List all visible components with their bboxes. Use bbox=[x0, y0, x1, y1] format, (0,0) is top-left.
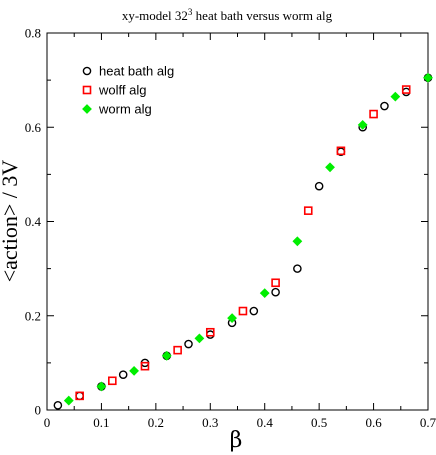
x-axis-label: β bbox=[230, 428, 243, 453]
legend-label-wolff-alg: wolff alg bbox=[98, 83, 146, 98]
data-point-worm-alg bbox=[63, 395, 74, 406]
series-heat-bath-alg bbox=[53, 73, 433, 410]
plot-axes: 0 0.1 0.2 0.3 0.4 0.5 0.6 0.7 0 0.2 0.4 0.6 0.8 bbox=[25, 26, 436, 431]
data-point-wolff-alg bbox=[108, 376, 117, 386]
data-point-wolff-alg bbox=[173, 345, 182, 355]
chart-title-suffix: heat bath versus worm alg bbox=[192, 8, 332, 23]
data-point-worm-alg bbox=[227, 313, 237, 324]
x-tick-label: 0.4 bbox=[257, 415, 274, 430]
data-point-wolff-alg bbox=[140, 361, 150, 371]
data-point-worm-alg bbox=[390, 91, 401, 102]
data-point-wolff-alg bbox=[303, 206, 313, 215]
y-axis-label: <action> / 3V bbox=[0, 160, 22, 283]
data-point-worm-alg bbox=[161, 350, 172, 361]
y-tick-label: 0.4 bbox=[25, 214, 42, 229]
legend: heat bath alg wolff alg worm alg bbox=[69, 57, 196, 121]
x-tick-label: 0 bbox=[44, 415, 51, 430]
data-point-heat-bath-alg bbox=[401, 87, 411, 97]
data-point-worm-alg bbox=[325, 162, 335, 173]
data-point-heat-bath-alg bbox=[293, 264, 302, 273]
data-point-worm-alg bbox=[129, 365, 139, 376]
data-point-wolff-alg bbox=[271, 278, 280, 288]
x-tick-label: 0.7 bbox=[420, 415, 436, 430]
data-point-worm-alg bbox=[357, 119, 368, 130]
data-point-worm-alg bbox=[292, 236, 303, 247]
chart-title: xy-model 323 heat bath versus worm alg bbox=[122, 7, 333, 23]
y-tick-label: 0.8 bbox=[25, 26, 41, 41]
data-point-heat-bath-alg bbox=[205, 330, 215, 339]
legend-marker-worm-alg bbox=[82, 104, 92, 114]
data-point-worm-alg bbox=[423, 72, 433, 83]
data-point-heat-bath-alg bbox=[314, 181, 324, 191]
x-tick-label: 0.3 bbox=[202, 415, 218, 430]
data-point-heat-bath-alg bbox=[380, 101, 389, 111]
legend-label-heat-bath-alg: heat bath alg bbox=[99, 64, 174, 79]
y-tick-label: 0 bbox=[35, 403, 42, 418]
legend-label-worm-alg: worm alg bbox=[98, 102, 152, 117]
data-marks bbox=[53, 72, 433, 410]
data-point-heat-bath-alg bbox=[249, 306, 259, 316]
x-tick-label: 0.2 bbox=[148, 415, 164, 430]
data-point-wolff-alg bbox=[336, 146, 346, 156]
x-tick-label: 0.6 bbox=[365, 415, 382, 430]
data-point-worm-alg bbox=[259, 288, 270, 299]
legend-marker-heat-bath-alg bbox=[82, 66, 92, 76]
data-point-worm-alg bbox=[194, 333, 205, 344]
data-point-heat-bath-alg bbox=[53, 400, 63, 410]
data-point-wolff-alg bbox=[205, 327, 215, 337]
data-point-wolff-alg bbox=[369, 109, 378, 119]
x-tick-label: 0.1 bbox=[93, 415, 109, 430]
data-point-wolff-alg bbox=[75, 391, 84, 401]
series-worm-alg bbox=[63, 72, 433, 406]
series-wolff-alg bbox=[75, 85, 411, 401]
data-point-worm-alg bbox=[96, 381, 107, 392]
legend-marker-wolff-alg bbox=[82, 85, 92, 95]
data-point-heat-bath-alg bbox=[184, 339, 193, 349]
x-tick-label: 0.5 bbox=[311, 415, 327, 430]
data-point-wolff-alg bbox=[238, 306, 248, 316]
y-tick-label: 0.6 bbox=[25, 120, 42, 135]
data-point-heat-bath-alg bbox=[271, 287, 280, 297]
data-point-heat-bath-alg bbox=[118, 370, 128, 379]
y-tick-label: 0.2 bbox=[25, 308, 41, 323]
data-point-wolff-alg bbox=[401, 85, 411, 94]
data-point-heat-bath-alg bbox=[75, 391, 84, 401]
chart-title-superscript: 3 bbox=[188, 7, 193, 17]
